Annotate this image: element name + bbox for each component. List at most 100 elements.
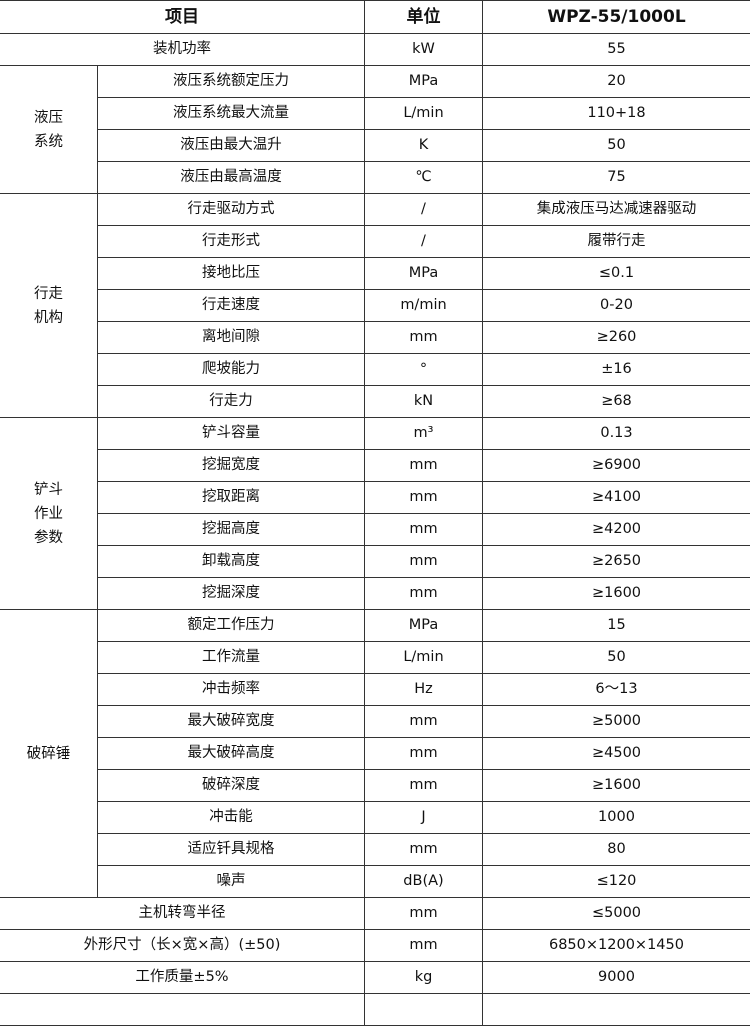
value-cell: ≥260: [483, 322, 750, 354]
unit-cell: J: [365, 802, 483, 834]
item-cell: 离地间隙: [98, 322, 365, 354]
item-cell: 最大破碎高度: [98, 738, 365, 770]
value-cell: 110+18: [483, 98, 750, 130]
unit-cell: m/min: [365, 290, 483, 322]
value-cell: ≥4100: [483, 482, 750, 514]
unit-cell: kW: [365, 34, 483, 66]
group-label-line: 系统: [0, 130, 97, 154]
unit-cell: mm: [365, 450, 483, 482]
value-cell: ≥2650: [483, 546, 750, 578]
item-cell: 接地比压: [98, 258, 365, 290]
group-label-line: 参数: [0, 526, 97, 550]
unit-cell: mm: [365, 578, 483, 610]
group-label-line: 机构: [0, 306, 97, 330]
value-cell: ≤120: [483, 866, 750, 898]
value-cell: ≥68: [483, 386, 750, 418]
item-cell: 行走驱动方式: [98, 194, 365, 226]
value-cell: 15: [483, 610, 750, 642]
item-cell: 装机功率: [0, 34, 365, 66]
value-cell: ≥6900: [483, 450, 750, 482]
table-row: 行走形式/履带行走: [0, 226, 750, 258]
unit-cell: K: [365, 130, 483, 162]
item-cell: 液压由最大温升: [98, 130, 365, 162]
value-cell: 0.13: [483, 418, 750, 450]
value-cell: 55: [483, 34, 750, 66]
value-cell: ≥5000: [483, 706, 750, 738]
unit-cell: mm: [365, 482, 483, 514]
unit-cell: mm: [365, 706, 483, 738]
unit-cell: mm: [365, 322, 483, 354]
value-cell: ≥1600: [483, 578, 750, 610]
item-cell: 挖掘高度: [98, 514, 365, 546]
unit-cell: mm: [365, 546, 483, 578]
value-cell: 50: [483, 130, 750, 162]
value-cell: 20: [483, 66, 750, 98]
empty-cell: [483, 994, 750, 1026]
item-cell: 冲击频率: [98, 674, 365, 706]
table-row: 爬坡能力°±16: [0, 354, 750, 386]
item-cell: 卸载高度: [98, 546, 365, 578]
value-cell: 集成液压马达减速器驱动: [483, 194, 750, 226]
group-label-line: 作业: [0, 502, 97, 526]
item-cell: 最大破碎宽度: [98, 706, 365, 738]
unit-cell: /: [365, 226, 483, 258]
unit-cell: mm: [365, 930, 483, 962]
group-label-line: 液压: [0, 106, 97, 130]
value-cell: ±16: [483, 354, 750, 386]
unit-cell: MPa: [365, 610, 483, 642]
empty-cell: [365, 994, 483, 1026]
item-cell: 噪声: [98, 866, 365, 898]
item-cell: 行走力: [98, 386, 365, 418]
item-cell: 额定工作压力: [98, 610, 365, 642]
unit-cell: MPa: [365, 258, 483, 290]
value-cell: 0-20: [483, 290, 750, 322]
value-cell: 9000: [483, 962, 750, 994]
group-label-line: 行走: [0, 282, 97, 306]
item-cell: 爬坡能力: [98, 354, 365, 386]
item-cell: 冲击能: [98, 802, 365, 834]
header-unit: 单位: [365, 1, 483, 34]
value-cell: ≥4500: [483, 738, 750, 770]
value-cell: 6850×1200×1450: [483, 930, 750, 962]
item-cell: 液压系统最大流量: [98, 98, 365, 130]
unit-cell: /: [365, 194, 483, 226]
unit-cell: dB(A): [365, 866, 483, 898]
item-cell: 行走速度: [98, 290, 365, 322]
unit-cell: L/min: [365, 98, 483, 130]
value-cell: 履带行走: [483, 226, 750, 258]
item-cell: 挖取距离: [98, 482, 365, 514]
value-cell: 75: [483, 162, 750, 194]
unit-cell: mm: [365, 898, 483, 930]
value-cell: ≤5000: [483, 898, 750, 930]
value-cell: ≥1600: [483, 770, 750, 802]
item-cell: 工作质量±5%: [0, 962, 365, 994]
value-cell: 80: [483, 834, 750, 866]
value-cell: 50: [483, 642, 750, 674]
table-row-partial: [0, 994, 750, 1026]
unit-cell: mm: [365, 514, 483, 546]
unit-cell: mm: [365, 738, 483, 770]
header-item: 项目: [0, 1, 365, 34]
group-label-line: 破碎锤: [0, 742, 97, 766]
unit-cell: mm: [365, 770, 483, 802]
